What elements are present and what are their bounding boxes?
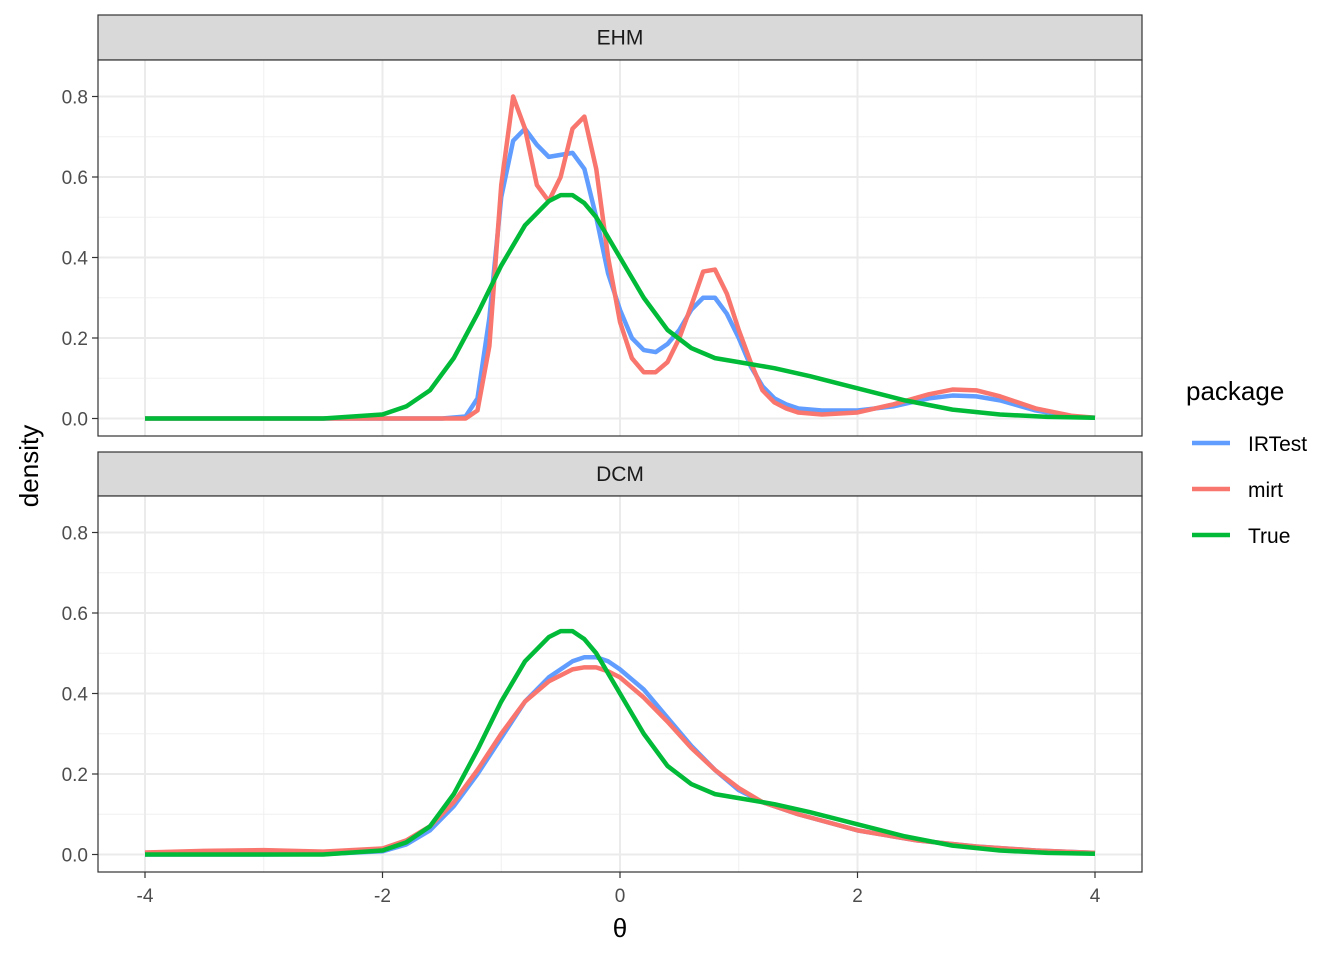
x-tick-label: -2 — [374, 886, 391, 907]
y-tick-label: 0.8 — [62, 88, 88, 109]
legend-items: IRTest mirt True — [1192, 433, 1307, 548]
x-axis-title: θ — [613, 913, 627, 943]
series-line-true — [145, 192, 1096, 421]
y-tick-label: 0.8 — [62, 524, 88, 545]
y-tick-label: 0.0 — [62, 846, 88, 867]
y-tick-label: 0.4 — [62, 685, 89, 706]
legend: package IRTest mirt True — [1186, 376, 1307, 548]
legend-label: mirt — [1248, 479, 1283, 502]
y-tick-label: 0.0 — [62, 410, 88, 431]
panel-ehm: EHM 0.0 0.2 0.4 0.6 0.8 — [62, 14, 1143, 437]
y-tick-label: 0.4 — [62, 249, 89, 270]
y-tick-label: 0.2 — [62, 329, 88, 350]
legend-item-mirt: mirt — [1192, 479, 1283, 502]
legend-title: package — [1186, 376, 1284, 406]
x-tick-label: 2 — [852, 886, 863, 907]
y-tick-label: 0.6 — [62, 604, 88, 625]
panel-dcm: DCM 0.0 0.2 0.4 0.6 0.8 — [62, 451, 1143, 873]
x-axis: -4 -2 0 2 4 — [137, 872, 1101, 907]
facet-strip-ehm — [97, 14, 1143, 61]
panel-border — [97, 59, 1143, 437]
legend-label: IRTest — [1248, 433, 1307, 456]
facet-strip-dcm — [97, 451, 1143, 497]
legend-label: True — [1248, 525, 1290, 548]
facet-strip-label: DCM — [596, 463, 644, 486]
facet-panels: EHM 0.0 0.2 0.4 0.6 0.8 DCM 0.0 0.2 0.4 0.6 0.8 — [62, 14, 1143, 873]
legend-item-irtest: IRTest — [1192, 433, 1307, 456]
facet-strip-label: EHM — [597, 27, 644, 50]
y-axis-title: density — [14, 425, 44, 507]
x-tick-label: -4 — [137, 886, 154, 907]
y-tick-label: 0.6 — [62, 168, 88, 189]
series-line-mirt — [145, 94, 1096, 421]
legend-item-true: True — [1192, 525, 1290, 548]
y-tick-label: 0.2 — [62, 765, 88, 786]
series-line-true — [145, 628, 1096, 857]
x-tick-label: 0 — [615, 886, 626, 907]
x-tick-label: 4 — [1090, 886, 1101, 907]
